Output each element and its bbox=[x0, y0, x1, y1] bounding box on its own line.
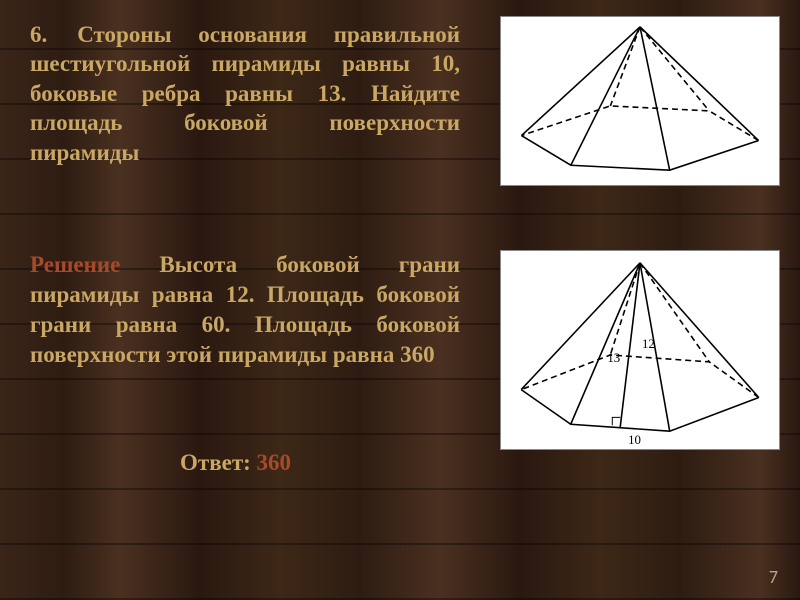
problem-body: Стороны основания правильной шестиугольн… bbox=[30, 22, 460, 165]
answer-label: Ответ: bbox=[180, 450, 251, 475]
answer-line: Ответ: 360 bbox=[180, 450, 291, 476]
figure-pyramid-labeled: 12 13 10 bbox=[500, 250, 780, 450]
figure-pyramid-plain bbox=[500, 16, 780, 186]
answer-value: 360 bbox=[257, 450, 292, 475]
page-number: 7 bbox=[769, 566, 778, 588]
svg-text:10: 10 bbox=[628, 433, 641, 447]
problem-number: 6. bbox=[30, 22, 47, 47]
solution-text: Решение Высота боковой грани пирамиды ра… bbox=[30, 250, 460, 370]
problem-text: 6.Стороны основания правильной шестиугол… bbox=[30, 20, 460, 167]
svg-text:12: 12 bbox=[642, 337, 655, 351]
solution-label: Решение bbox=[30, 252, 120, 277]
svg-text:13: 13 bbox=[607, 351, 620, 365]
pyramid-svg-1 bbox=[501, 17, 779, 185]
pyramid-svg-2: 12 13 10 bbox=[501, 251, 779, 449]
